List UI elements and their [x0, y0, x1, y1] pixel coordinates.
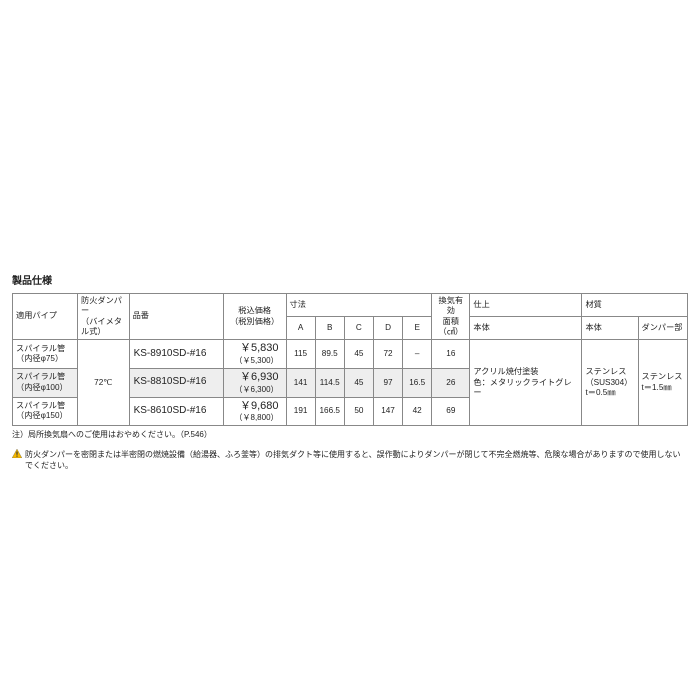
warning-line: 防火ダンパーを密閉または半密閉の燃焼設備（給湯器、ふろ釜等）の排気ダクト等に使用… [12, 449, 688, 471]
cell-A: 115 [286, 340, 315, 369]
warning-text: 防火ダンパーを密閉または半密閉の燃焼設備（給湯器、ふろ釜等）の排気ダクト等に使用… [25, 449, 688, 471]
cell-E: 16.5 [403, 368, 432, 397]
cell-B: 166.5 [315, 397, 344, 426]
hdr-price: 税込価格 （税別価格） [223, 294, 286, 340]
spec-table: 適用パイプ 防火ダンパー （バイメタル式） 品番 税込価格 （税別価格） 寸法 … [12, 293, 688, 426]
hdr-E: E [403, 317, 432, 340]
cell-price: ￥9,680 （￥8,800） [223, 397, 286, 426]
cell-area: 69 [432, 397, 470, 426]
header-row-1: 適用パイプ 防火ダンパー （バイメタル式） 品番 税込価格 （税別価格） 寸法 … [13, 294, 688, 317]
price-main: ￥9,680 [227, 400, 283, 414]
cell-mat-damper: ステンレス t＝1.5㎜ [638, 340, 687, 426]
section-title: 製品仕様 [12, 272, 688, 287]
cell-area: 26 [432, 368, 470, 397]
cell-D: 72 [373, 340, 402, 369]
cell-A: 141 [286, 368, 315, 397]
hdr-damper: 防火ダンパー （バイメタル式） [78, 294, 130, 340]
price-sub: （￥6,300） [227, 385, 283, 395]
cell-finish: アクリル焼付塗装 色：メタリックライトグレー [470, 340, 582, 426]
cell-A: 191 [286, 397, 315, 426]
cell-D: 97 [373, 368, 402, 397]
cell-E: 42 [403, 397, 432, 426]
hdr-C: C [344, 317, 373, 340]
price-sub: （￥5,300） [227, 356, 283, 366]
hdr-pipe: 適用パイプ [13, 294, 78, 340]
hdr-mat-damper: ダンパー部 [638, 317, 687, 340]
cell-D: 147 [373, 397, 402, 426]
cell-area: 16 [432, 340, 470, 369]
cell-B: 89.5 [315, 340, 344, 369]
cell-C: 45 [344, 340, 373, 369]
cell-C: 50 [344, 397, 373, 426]
hdr-mat-body: 本体 [582, 317, 638, 340]
cell-E: – [403, 340, 432, 369]
cell-damper-temp: 72℃ [78, 340, 130, 426]
cell-pipe: スパイラル管 （内径φ100） [13, 368, 78, 397]
warning-icon [12, 449, 22, 458]
price-main: ￥6,930 [227, 371, 283, 385]
cell-pipe: スパイラル管 （内径φ150） [13, 397, 78, 426]
cell-partno: KS-8610SD-#16 [129, 397, 223, 426]
cell-B: 114.5 [315, 368, 344, 397]
cell-partno: KS-8910SD-#16 [129, 340, 223, 369]
hdr-A: A [286, 317, 315, 340]
hdr-dims: 寸法 [286, 294, 432, 317]
price-main: ￥5,830 [227, 342, 283, 356]
hdr-B: B [315, 317, 344, 340]
hdr-partno: 品番 [129, 294, 223, 340]
cell-C: 45 [344, 368, 373, 397]
footnote: 注）局所換気扇へのご使用はおやめください。（P.546） [12, 429, 688, 440]
hdr-finish: 仕上 [470, 294, 582, 317]
hdr-D: D [373, 317, 402, 340]
cell-partno: KS-8810SD-#16 [129, 368, 223, 397]
hdr-material: 材質 [582, 294, 688, 317]
cell-mat-body: ステンレス （SUS304） t＝0.5㎜ [582, 340, 638, 426]
table-row: スパイラル管 （内径φ75） 72℃ KS-8910SD-#16 ￥5,830 … [13, 340, 688, 369]
hdr-finish-sub: 本体 [470, 317, 582, 340]
price-sub: （￥8,800） [227, 413, 283, 423]
cell-price: ￥6,930 （￥6,300） [223, 368, 286, 397]
cell-price: ￥5,830 （￥5,300） [223, 340, 286, 369]
hdr-area: 換気有効 面積（㎠） [432, 294, 470, 340]
cell-pipe: スパイラル管 （内径φ75） [13, 340, 78, 369]
